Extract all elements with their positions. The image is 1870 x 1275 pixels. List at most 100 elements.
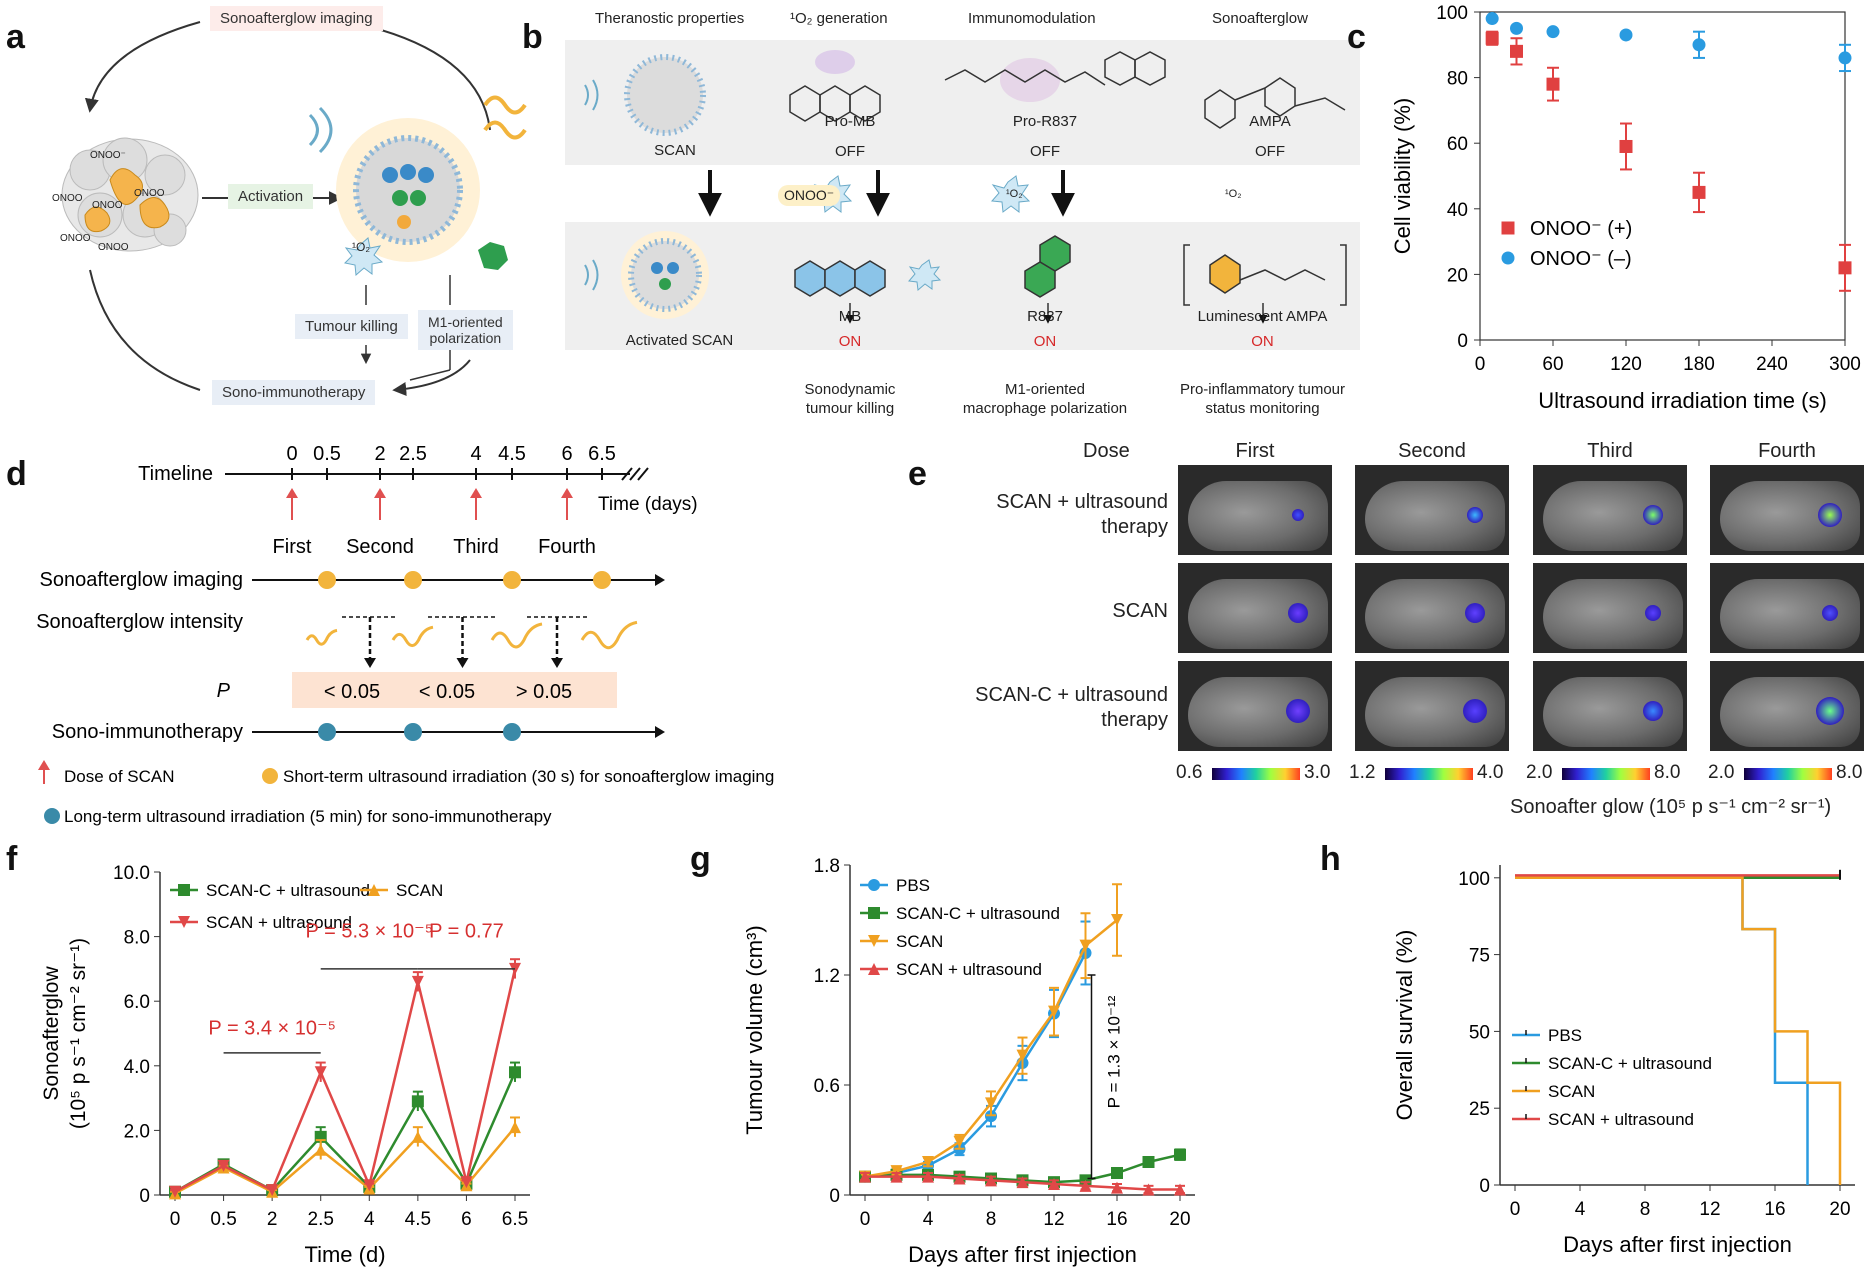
dose-arrowhead	[561, 488, 573, 498]
data-point	[1546, 25, 1560, 39]
timeline-label: Timeline	[138, 463, 213, 485]
series-line	[174, 968, 517, 1193]
data-point	[1016, 1049, 1029, 1062]
row-label-intensity: Sonoafterglow intensity	[36, 611, 243, 633]
data-point	[1485, 12, 1499, 26]
mouse-body	[1720, 579, 1860, 649]
legend-marker	[178, 884, 190, 896]
header-immunomodulation: Immunomodulation	[968, 10, 1096, 27]
x-tick-label: 2.5	[308, 1209, 334, 1230]
legend-label: SCAN	[396, 881, 443, 900]
pro-r837-label: Pro-R837	[1012, 113, 1078, 130]
x-axis-label: Days after first injection	[1563, 1232, 1792, 1257]
scale-max: 3.0	[1304, 762, 1331, 783]
x-tick-label: 12	[1699, 1199, 1720, 1220]
y-tick-label: 0	[1457, 331, 1468, 352]
survival-curve	[1515, 876, 1842, 1185]
x-tick-label: 240	[1756, 354, 1788, 375]
data-point	[1838, 261, 1852, 275]
mouse-image	[1710, 563, 1864, 653]
row-scan-c-ultrasound: SCAN-C + ultrasound therapy	[975, 684, 1168, 731]
x-tick-label: 8	[1640, 1199, 1651, 1220]
mouse-image	[1355, 563, 1509, 653]
activated-scan-label: Activated SCAN	[625, 332, 734, 349]
data-point	[217, 1159, 230, 1172]
panel-label-f: f	[6, 840, 18, 878]
data-point	[1692, 38, 1706, 52]
legend-marker	[368, 884, 380, 896]
dose-arrowhead	[470, 488, 482, 498]
mouse-image	[1533, 465, 1687, 555]
legend-marker	[1501, 251, 1515, 265]
data-point	[890, 1170, 903, 1183]
scale-min: 2.0	[1526, 762, 1553, 783]
panel-label-g: g	[690, 840, 711, 878]
x-axis-label: Ultrasound irradiation time (s)	[1538, 388, 1827, 413]
legend-label: ONOO⁻ (–)	[1530, 248, 1632, 270]
signal-spot	[1465, 603, 1485, 623]
intensity-glow-icon	[580, 620, 638, 650]
x-tick-label: 0.5	[210, 1209, 236, 1230]
imaging-dot	[318, 571, 336, 589]
scale-min: 0.6	[1176, 762, 1203, 783]
x-tick-label: 4	[364, 1209, 375, 1230]
treatment-timeline: Timeline 0 0.5 2 2.5 4 4.5 6 6.5 Time (days) First…	[36, 443, 774, 826]
axis-break	[621, 467, 649, 481]
panel-label-a: a	[6, 18, 25, 56]
mouse-image	[1710, 661, 1864, 751]
legend-dose-arrowhead	[38, 760, 50, 770]
x-axis-label: Days after first injection	[908, 1242, 1137, 1267]
column-first: First	[1235, 440, 1275, 462]
p-value: < 0.05	[419, 681, 475, 703]
timeline-tick-label: 4.5	[498, 443, 526, 465]
therapy-dot	[404, 723, 422, 741]
data-point	[985, 1097, 997, 1110]
data-point	[1174, 1148, 1186, 1161]
p-value-annotation: P = 1.3 × 10⁻¹²	[1105, 995, 1124, 1108]
color-scale-bar	[1562, 768, 1650, 780]
timeline-tick-label: 4	[470, 443, 481, 465]
data-point	[1048, 1005, 1060, 1018]
scan-label: SCAN	[654, 142, 696, 159]
data-point	[460, 1176, 473, 1189]
r837-state: ON	[1033, 333, 1057, 350]
y-tick-label: 0	[829, 1186, 840, 1207]
x-tick-label: 6.5	[502, 1209, 528, 1230]
y-tick-label: 25	[1469, 1099, 1490, 1120]
y-tick-label: 6.0	[124, 992, 150, 1013]
y-axis-label-line1: Sonoafterglow	[40, 966, 63, 1101]
x-tick-label: 4.5	[405, 1209, 431, 1230]
x-tick-label: 180	[1683, 354, 1715, 375]
timeline-tick-label: 6	[561, 443, 572, 465]
signal-spot	[1818, 503, 1842, 527]
column-fourth: Fourth	[1758, 440, 1816, 462]
comparison-arrowhead	[456, 658, 469, 668]
row-label-therapy: Sono-immunotherapy	[52, 721, 243, 743]
timeline-tick-label: 2	[374, 443, 385, 465]
data-point	[1546, 77, 1560, 91]
data-point	[985, 1174, 997, 1187]
timeline-tick-label: 2.5	[399, 443, 427, 465]
mouse-image	[1355, 465, 1509, 555]
tumour-killing-tag: Tumour killing	[295, 314, 408, 339]
color-scale-bar	[1212, 768, 1300, 780]
legend-label: SCAN	[896, 932, 943, 951]
outcome-m1: M1-oriented macrophage polarization	[962, 381, 1128, 417]
y-axis-label-line2: (10⁵ p s⁻¹ cm⁻² sr⁻¹)	[67, 938, 90, 1129]
data-point	[1510, 21, 1523, 35]
singlet-trigger-1: ¹O₂	[1006, 188, 1023, 200]
color-scale-bar	[1385, 768, 1473, 780]
legend-label: SCAN	[1548, 1082, 1595, 1101]
sonoafterglow-imaging-tag: Sonoafterglow imaging	[210, 6, 383, 31]
data-point	[953, 1172, 966, 1185]
x-tick-label: 16	[1106, 1209, 1127, 1230]
legend-imaging-label: Short-term ultrasound irradiation (30 s)…	[283, 767, 774, 786]
data-point	[1079, 939, 1092, 952]
ampa-state: OFF	[1255, 143, 1285, 160]
data-point	[1142, 1156, 1155, 1168]
pro-mb-label: Pro-MB	[824, 113, 876, 130]
data-point	[1619, 28, 1633, 42]
column-second: Second	[1398, 440, 1466, 462]
mouse-body	[1543, 579, 1683, 649]
x-axis-label: Time (d)	[304, 1242, 385, 1267]
